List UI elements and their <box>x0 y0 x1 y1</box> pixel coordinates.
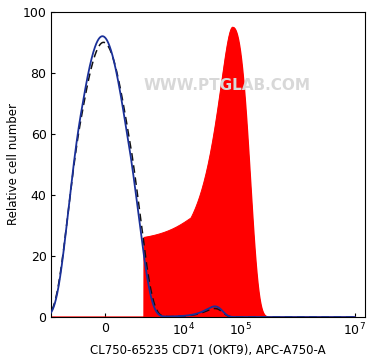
Text: WWW.PTGLAB.COM: WWW.PTGLAB.COM <box>144 78 310 93</box>
Y-axis label: Relative cell number: Relative cell number <box>7 103 20 225</box>
X-axis label: CL750-65235 CD71 (OKT9), APC-A750-A: CL750-65235 CD71 (OKT9), APC-A750-A <box>91 344 326 357</box>
